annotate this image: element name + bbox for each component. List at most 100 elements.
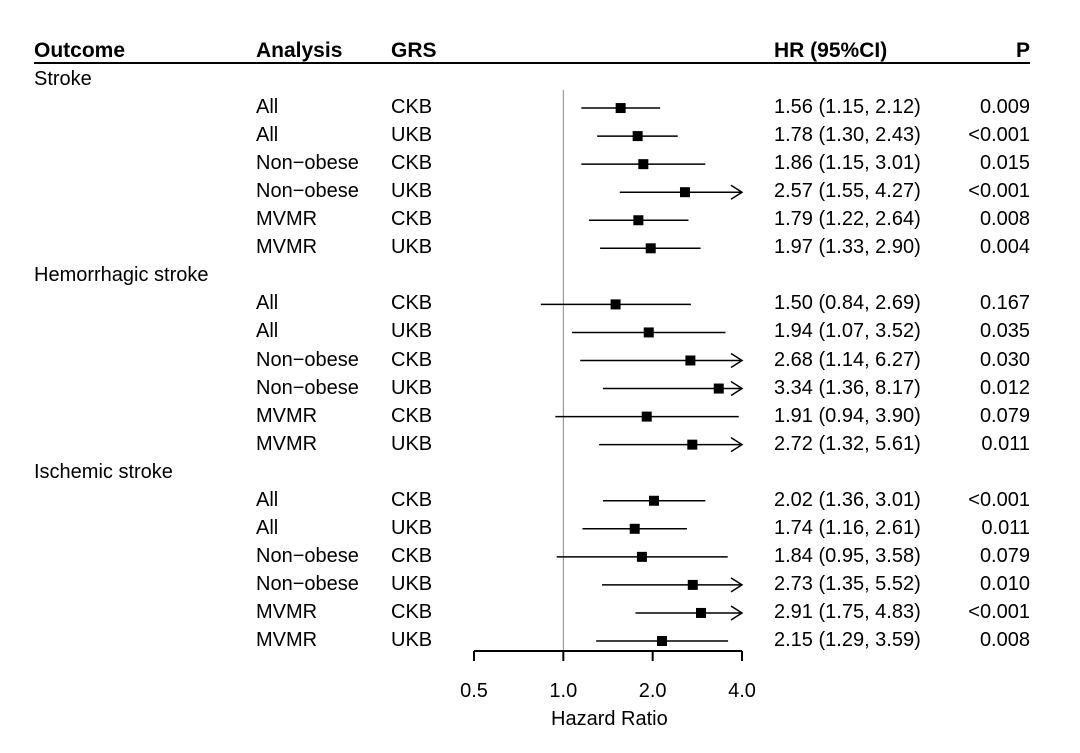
grs-cell: UKB	[391, 432, 433, 455]
hr-ci-cell: 3.34 (1.36, 8.17)	[774, 376, 921, 399]
analysis-cell: MVMR	[256, 208, 318, 231]
hr-point	[679, 187, 690, 198]
analysis-cell: Non−obese	[256, 180, 359, 203]
analysis-cell: Non−obese	[256, 348, 359, 371]
hr-point	[636, 551, 647, 562]
hr-ci-cell: 1.50 (0.84, 2.69)	[774, 292, 921, 315]
hr-ci-cell: 2.57 (1.55, 4.27)	[774, 180, 921, 203]
grs-cell: CKB	[391, 96, 433, 119]
hr-point	[615, 103, 626, 114]
analysis-cell: Non−obese	[256, 544, 359, 567]
ci-arrow	[730, 437, 744, 453]
header-p: P	[1015, 39, 1030, 62]
grs-cell: CKB	[391, 404, 433, 427]
analysis-cell: All	[256, 320, 279, 343]
p-value-cell: 0.008	[979, 629, 1030, 651]
p-value-cell: 0.011	[981, 516, 1030, 539]
header-outcome: Outcome	[34, 39, 126, 62]
analysis-cell: Non−obese	[256, 152, 359, 175]
grs-cell: CKB	[391, 488, 433, 511]
grs-cell: CKB	[391, 544, 433, 567]
hr-point	[643, 327, 654, 338]
p-value-cell: 0.009	[979, 96, 1030, 119]
hr-ci-cell: 1.74 (1.16, 2.61)	[774, 516, 921, 539]
grs-cell: CKB	[391, 292, 433, 315]
p-value-cell: 0.167	[979, 292, 1030, 315]
hr-ci-cell: 1.97 (1.33, 2.90)	[774, 236, 921, 259]
header-hr: HR (95%CI)	[774, 39, 888, 62]
x-tick-label: 4.0	[728, 680, 756, 702]
analysis-cell: All	[256, 292, 279, 315]
analysis-cell: All	[256, 124, 279, 147]
p-value-cell: 0.011	[981, 432, 1030, 455]
grs-cell: CKB	[391, 152, 433, 175]
grs-cell: UKB	[391, 180, 433, 203]
p-value-cell: 0.079	[979, 544, 1030, 567]
hr-ci-cell: 1.86 (1.15, 3.01)	[774, 152, 921, 175]
grs-cell: UKB	[391, 124, 433, 147]
grs-cell: UKB	[391, 629, 433, 651]
ci-arrow	[730, 605, 744, 621]
analysis-cell: MVMR	[256, 600, 318, 623]
hr-ci-cell: 2.68 (1.14, 6.27)	[774, 348, 921, 371]
grs-cell: CKB	[391, 348, 433, 371]
hr-ci-cell: 1.94 (1.07, 3.52)	[774, 320, 921, 343]
hr-ci-cell: 2.15 (1.29, 3.59)	[774, 629, 921, 651]
hr-ci-cell: 1.78 (1.30, 2.43)	[774, 124, 921, 147]
grs-cell: UKB	[391, 572, 433, 595]
grs-cell: UKB	[391, 236, 433, 259]
hr-ci-cell: 2.72 (1.32, 5.61)	[774, 432, 921, 455]
p-value-cell: <0.001	[968, 600, 1030, 623]
p-value-cell: 0.004	[979, 236, 1030, 259]
hr-point	[648, 495, 659, 506]
x-tick-label: 1.0	[549, 680, 578, 702]
analysis-cell: Non−obese	[256, 376, 359, 399]
hr-point	[610, 299, 621, 310]
ci-arrow	[730, 352, 744, 369]
hr-point	[656, 636, 667, 646]
hr-point	[638, 159, 649, 170]
grs-cell: UKB	[391, 516, 433, 539]
hr-point	[685, 355, 696, 366]
grs-cell: UKB	[391, 320, 433, 343]
hr-ci-cell: 1.56 (1.15, 2.12)	[774, 96, 921, 119]
header-rule	[34, 62, 1030, 64]
analysis-cell: All	[256, 96, 279, 119]
ci-arrow	[730, 184, 744, 200]
header-grs: GRS	[391, 39, 437, 62]
x-axis-title: Hazard Ratio	[551, 708, 668, 730]
p-value-cell: <0.001	[968, 124, 1030, 147]
hr-ci-cell: 2.02 (1.36, 3.01)	[774, 488, 921, 511]
x-tick-label: 2.0	[638, 680, 667, 702]
p-value-cell: 0.015	[979, 152, 1030, 175]
analysis-cell: All	[256, 516, 279, 539]
analysis-cell: MVMR	[256, 404, 318, 427]
hr-ci-cell: 2.91 (1.75, 4.83)	[774, 600, 921, 623]
hr-point	[695, 607, 706, 618]
hr-point	[687, 439, 698, 450]
analysis-cell: All	[256, 488, 279, 511]
p-value-cell: <0.001	[968, 488, 1030, 511]
hr-ci-cell: 1.79 (1.22, 2.64)	[774, 208, 921, 231]
hr-point	[632, 131, 643, 142]
p-value-cell: 0.008	[979, 208, 1030, 231]
hr-ci-cell: 2.73 (1.35, 5.52)	[774, 572, 921, 595]
hr-point	[633, 215, 644, 226]
hr-point	[713, 383, 724, 394]
outcome-label: Stroke	[34, 68, 92, 90]
analysis-cell: Non−obese	[256, 572, 359, 595]
p-value-cell: 0.010	[979, 572, 1030, 595]
p-value-cell: 0.030	[979, 348, 1030, 371]
header-analysis: Analysis	[256, 39, 343, 62]
hr-point	[629, 523, 640, 534]
outcome-label: Ischemic stroke	[34, 460, 173, 483]
grs-cell: UKB	[391, 376, 433, 399]
ci-arrow	[730, 380, 744, 397]
grs-cell: CKB	[391, 600, 433, 623]
analysis-cell: MVMR	[256, 629, 318, 651]
p-value-cell: 0.079	[979, 404, 1030, 427]
analysis-cell: MVMR	[256, 236, 318, 259]
ci-arrow	[730, 577, 744, 593]
hr-ci-cell: 1.84 (0.95, 3.58)	[774, 544, 921, 567]
